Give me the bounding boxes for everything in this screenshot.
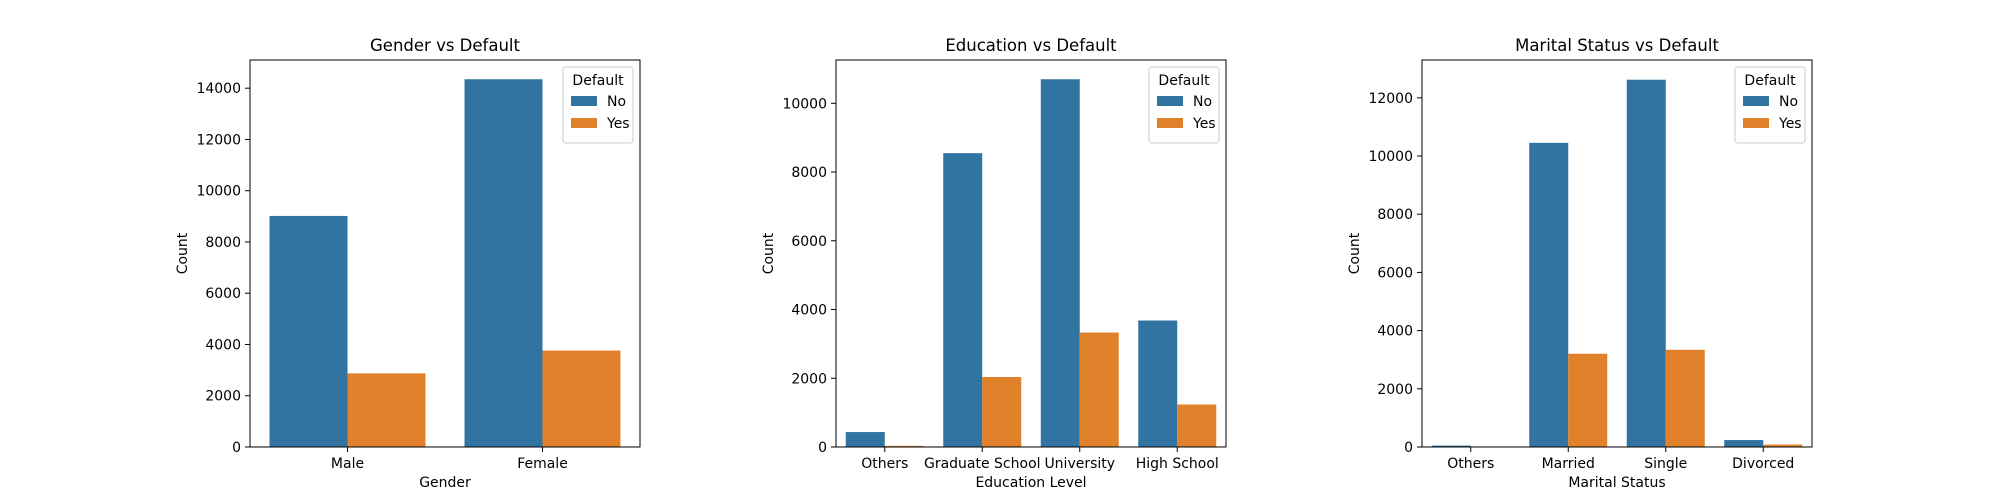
- legend-swatch-yes: [1157, 118, 1183, 128]
- y-tick-label: 6000: [791, 234, 827, 250]
- chart-title: Gender vs Default: [370, 36, 520, 55]
- y-axis-label: Count: [761, 232, 777, 274]
- bar-no-2: [465, 79, 543, 447]
- legend: Default No Yes: [1735, 67, 1805, 143]
- x-tick-label: Others: [1447, 456, 1494, 472]
- bar-no-4: [1724, 440, 1763, 447]
- legend-label-yes: Yes: [606, 116, 630, 132]
- y-tick-label: 12000: [1368, 91, 1413, 107]
- legend-swatch-no: [1743, 96, 1769, 106]
- legend-label-no: No: [1779, 94, 1798, 110]
- bar-yes-1: [348, 373, 426, 447]
- y-tick-label: 10000: [1368, 149, 1413, 165]
- legend-swatch-yes: [1743, 118, 1769, 128]
- bar-no-3: [1041, 79, 1080, 447]
- x-tick-label: Married: [1542, 456, 1595, 472]
- legend-label-no: No: [607, 94, 626, 110]
- bar-no-3: [1627, 80, 1666, 447]
- x-tick-label: Graduate School: [924, 456, 1041, 472]
- y-tick-label: 6000: [1377, 265, 1413, 281]
- bar-yes-2: [1568, 354, 1607, 447]
- y-axis-label: Count: [1347, 232, 1363, 274]
- chart-title: Marital Status vs Default: [1515, 36, 1719, 55]
- y-tick-label: 2000: [205, 389, 241, 405]
- bar-no-4: [1138, 321, 1177, 447]
- x-axis-label: Gender: [419, 475, 471, 491]
- bar-yes-2: [543, 351, 621, 447]
- y-tick-label: 8000: [791, 165, 827, 181]
- y-tick-label: 0: [232, 440, 241, 456]
- x-tick-label: Single: [1644, 456, 1687, 472]
- y-tick-label: 2000: [791, 371, 827, 387]
- y-tick-label: 10000: [782, 96, 827, 112]
- legend-title: Default: [1158, 73, 1210, 89]
- legend-label-no: No: [1193, 94, 1212, 110]
- x-tick-label: Divorced: [1732, 456, 1794, 472]
- bar-no-1: [270, 216, 348, 447]
- legend-label-yes: Yes: [1192, 116, 1216, 132]
- bar-yes-3: [1666, 350, 1705, 447]
- x-tick-label: Others: [861, 456, 908, 472]
- y-tick-label: 14000: [196, 81, 241, 97]
- y-axis-label: Count: [175, 232, 191, 274]
- legend-label-yes: Yes: [1778, 116, 1802, 132]
- x-tick-label: Female: [517, 456, 568, 472]
- bar-yes-3: [1080, 333, 1119, 447]
- bar-yes-2: [982, 377, 1021, 447]
- y-tick-label: 0: [1404, 440, 1413, 456]
- y-tick-label: 6000: [205, 286, 241, 302]
- y-tick-label: 4000: [791, 303, 827, 319]
- y-tick-label: 4000: [205, 337, 241, 353]
- y-tick-label: 8000: [205, 235, 241, 251]
- legend-title: Default: [572, 73, 624, 89]
- legend: Default No Yes: [563, 67, 633, 143]
- chart-title: Education vs Default: [945, 36, 1117, 55]
- y-tick-label: 12000: [196, 132, 241, 148]
- y-tick-label: 4000: [1377, 324, 1413, 340]
- legend-title: Default: [1744, 73, 1796, 89]
- bar-no-1: [846, 432, 885, 447]
- bar-no-2: [1529, 143, 1568, 447]
- y-tick-label: 10000: [196, 184, 241, 200]
- x-tick-label: Male: [331, 456, 364, 472]
- legend: Default No Yes: [1149, 67, 1219, 143]
- x-tick-label: High School: [1136, 456, 1219, 472]
- bar-no-2: [943, 153, 982, 447]
- legend-swatch-yes: [571, 118, 597, 128]
- x-axis-label: Marital Status: [1568, 475, 1665, 491]
- bar-yes-4: [1177, 404, 1216, 447]
- y-tick-label: 2000: [1377, 382, 1413, 398]
- legend-swatch-no: [1157, 96, 1183, 106]
- x-tick-label: University: [1044, 456, 1115, 472]
- x-axis-label: Education Level: [975, 475, 1086, 491]
- legend-swatch-no: [571, 96, 597, 106]
- y-tick-label: 8000: [1377, 207, 1413, 223]
- y-tick-label: 0: [818, 440, 827, 456]
